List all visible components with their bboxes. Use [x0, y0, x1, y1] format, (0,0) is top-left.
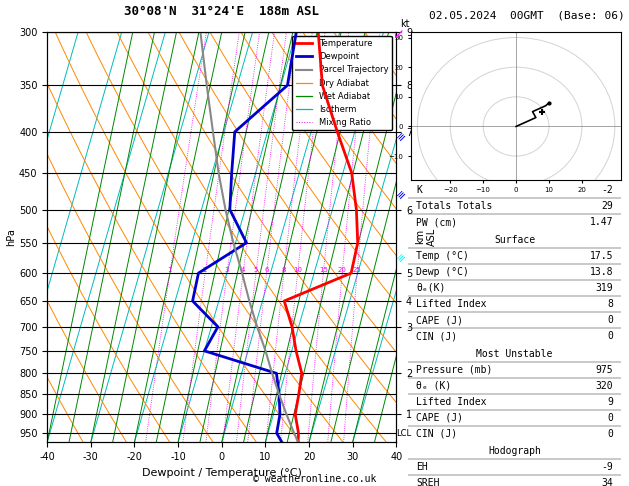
Text: EH: EH — [416, 462, 428, 472]
Text: -2: -2 — [601, 185, 613, 195]
Text: 4: 4 — [241, 267, 245, 273]
Text: CAPE (J): CAPE (J) — [416, 413, 463, 423]
Text: 319: 319 — [595, 283, 613, 293]
Text: 0: 0 — [607, 331, 613, 341]
Text: θₑ(K): θₑ(K) — [416, 283, 445, 293]
Text: © weatheronline.co.uk: © weatheronline.co.uk — [253, 473, 376, 484]
Text: 3: 3 — [225, 267, 230, 273]
Text: Lifted Index: Lifted Index — [416, 299, 487, 309]
Text: -9: -9 — [601, 462, 613, 472]
Text: 320: 320 — [595, 381, 613, 391]
Text: Hodograph: Hodograph — [488, 446, 541, 456]
Text: 17.5: 17.5 — [589, 251, 613, 261]
Text: 34: 34 — [601, 478, 613, 486]
Text: 15: 15 — [319, 267, 328, 273]
Y-axis label: km
ASL: km ASL — [415, 228, 437, 246]
Text: 8: 8 — [282, 267, 286, 273]
Text: 2: 2 — [203, 267, 208, 273]
Text: θₑ (K): θₑ (K) — [416, 381, 452, 391]
Text: Pressure (mb): Pressure (mb) — [416, 364, 493, 375]
Text: Most Unstable: Most Unstable — [476, 348, 553, 359]
Text: 25: 25 — [353, 267, 362, 273]
Text: 10: 10 — [293, 267, 302, 273]
Text: Temp (°C): Temp (°C) — [416, 251, 469, 261]
Text: PW (cm): PW (cm) — [416, 217, 457, 227]
Text: LCL: LCL — [397, 429, 412, 438]
Text: Dewp (°C): Dewp (°C) — [416, 267, 469, 277]
Text: 1: 1 — [167, 267, 172, 273]
Text: 8: 8 — [607, 299, 613, 309]
Text: 20: 20 — [338, 267, 347, 273]
Text: 975: 975 — [595, 364, 613, 375]
Text: 6: 6 — [264, 267, 269, 273]
Y-axis label: hPa: hPa — [6, 228, 16, 246]
Text: CAPE (J): CAPE (J) — [416, 315, 463, 325]
Text: 13.8: 13.8 — [589, 267, 613, 277]
Text: 30°08'N  31°24'E  188m ASL: 30°08'N 31°24'E 188m ASL — [124, 5, 320, 18]
Text: 02.05.2024  00GMT  (Base: 06): 02.05.2024 00GMT (Base: 06) — [429, 11, 625, 21]
Text: CIN (J): CIN (J) — [416, 429, 457, 439]
Text: K: K — [416, 185, 422, 195]
Text: 0: 0 — [607, 413, 613, 423]
Text: 29: 29 — [601, 201, 613, 211]
Text: Surface: Surface — [494, 235, 535, 245]
Legend: Temperature, Dewpoint, Parcel Trajectory, Dry Adiabat, Wet Adiabat, Isotherm, Mi: Temperature, Dewpoint, Parcel Trajectory… — [292, 36, 392, 130]
Text: CIN (J): CIN (J) — [416, 331, 457, 341]
Text: ≡: ≡ — [394, 251, 408, 264]
Text: kt: kt — [400, 18, 409, 29]
Text: SREH: SREH — [416, 478, 440, 486]
Text: 5: 5 — [253, 267, 258, 273]
Text: 1.47: 1.47 — [589, 217, 613, 227]
Text: ≡: ≡ — [394, 129, 408, 143]
Text: Lifted Index: Lifted Index — [416, 397, 487, 407]
Text: Totals Totals: Totals Totals — [416, 201, 493, 211]
X-axis label: Dewpoint / Temperature (°C): Dewpoint / Temperature (°C) — [142, 468, 302, 478]
Text: 0: 0 — [607, 429, 613, 439]
Text: ↙: ↙ — [392, 27, 403, 41]
Text: ≡: ≡ — [394, 188, 408, 201]
Text: 9: 9 — [607, 397, 613, 407]
Text: 0: 0 — [607, 315, 613, 325]
